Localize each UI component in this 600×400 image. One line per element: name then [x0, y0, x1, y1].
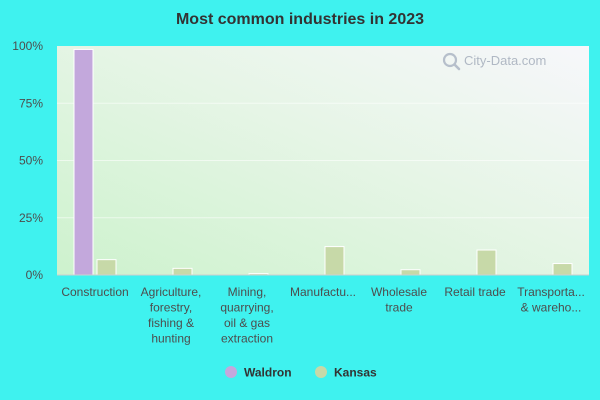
bar-waldron[interactable] [73, 48, 94, 276]
x-tick-label: Construction [61, 285, 128, 299]
x-tick-label: Retail trade [444, 285, 506, 299]
y-tick-label: 75% [19, 96, 43, 110]
bar-kansas[interactable] [172, 267, 193, 276]
chart-title: Most common industries in 2023 [176, 11, 424, 28]
legend-swatch [225, 366, 237, 378]
legend-label: Kansas [334, 366, 377, 380]
x-tick-label: Agriculture, forestry, fishing & hunting [141, 285, 202, 346]
x-tick-label: Manufactu... [290, 285, 356, 299]
gridlines [57, 102, 589, 219]
y-tick-label: 0% [26, 268, 44, 282]
legend: Waldron Kansas [225, 366, 377, 380]
watermark: City-Data.com [442, 52, 546, 71]
magnifier-icon [442, 52, 461, 71]
legend-item-waldron[interactable]: Waldron [225, 366, 292, 380]
legend-label: Waldron [244, 366, 292, 380]
y-tick-label: 50% [19, 154, 43, 168]
legend-item-kansas[interactable]: Kansas [315, 366, 377, 380]
x-tick-label: Transporta... & wareho... [517, 285, 585, 315]
watermark-text: City-Data.com [464, 53, 546, 68]
bar-kansas[interactable] [476, 249, 497, 276]
x-tick-label: Mining, quarrying, oil & gas extraction [220, 285, 273, 346]
y-axis-ticks: 0% 25% 50% 75% 100% [12, 39, 43, 282]
legend-swatch [315, 366, 327, 378]
x-tick-label: Wholesale trade [371, 285, 427, 315]
x-axis-labels: Construction Agriculture, forestry, fishing… [61, 285, 584, 346]
bar-kansas[interactable] [324, 246, 345, 276]
bars [73, 48, 573, 276]
y-tick-label: 25% [19, 211, 43, 225]
bar-kansas[interactable] [552, 263, 573, 276]
y-tick-label: 100% [12, 39, 43, 53]
bar-kansas[interactable] [400, 269, 421, 276]
bar-kansas[interactable] [96, 259, 117, 276]
